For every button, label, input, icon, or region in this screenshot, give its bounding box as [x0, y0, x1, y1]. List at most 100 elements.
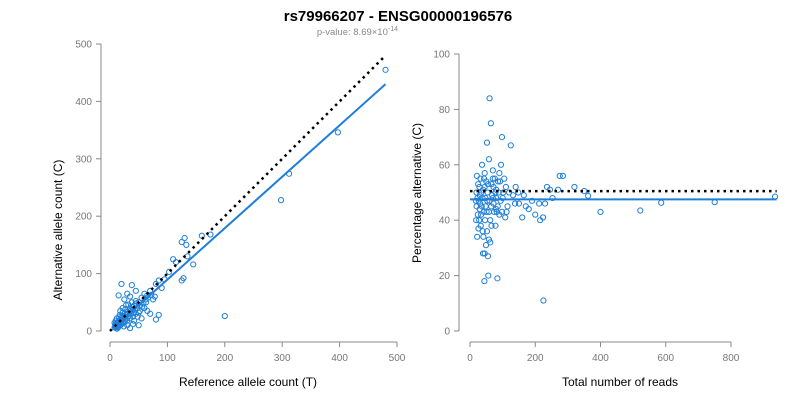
data-point [487, 217, 494, 224]
data-point [509, 192, 517, 199]
x-tick-label: 500 [389, 353, 406, 364]
x-tick-label: 200 [216, 353, 233, 364]
data-point [479, 228, 486, 235]
data-point [131, 317, 138, 324]
y-tick-label: 300 [75, 154, 92, 165]
data-point [472, 197, 479, 204]
data-point [481, 217, 489, 224]
data-point [155, 311, 162, 319]
data-point [496, 211, 503, 218]
data-point [334, 129, 341, 136]
data-point [571, 183, 578, 191]
reference-line [109, 54, 387, 332]
data-point [484, 253, 492, 260]
x-tick-label: 400 [331, 353, 348, 364]
data-point [515, 189, 522, 196]
y-tick-label: 100 [433, 50, 450, 61]
data-point [482, 203, 489, 210]
pvalue-prefix: p-value: 8.69×10 [317, 27, 388, 38]
data-point [172, 259, 180, 266]
data-point [496, 178, 504, 185]
x-tick-label: 200 [527, 353, 544, 364]
data-point [537, 217, 544, 224]
x-tick-label: 0 [467, 353, 473, 364]
x-tick-label: 400 [592, 353, 609, 364]
data-point [512, 183, 519, 191]
data-point [118, 280, 125, 288]
data-point [559, 172, 567, 179]
data-point [488, 222, 495, 229]
data-point [556, 172, 563, 179]
data-point [221, 312, 228, 320]
data-point [477, 211, 485, 218]
y-tick-label: 400 [75, 97, 92, 108]
pvalue-text: p-value: 8.69×10-14 [317, 26, 398, 38]
data-point [121, 296, 128, 303]
data-point [543, 183, 551, 191]
data-point [554, 186, 562, 193]
y-tick-label: 200 [75, 212, 92, 223]
data-point [536, 200, 543, 207]
data-point [183, 241, 190, 248]
data-point [485, 236, 493, 243]
y-axis-label: Alternative allele count (C) [51, 160, 65, 301]
data-point [473, 203, 480, 210]
x-tick-label: 800 [723, 353, 740, 364]
data-point [483, 139, 491, 146]
data-point [475, 225, 482, 232]
data-point [178, 238, 185, 246]
y-tick-label: 40 [439, 216, 451, 227]
x-tick-label: 300 [274, 353, 291, 364]
data-point [481, 170, 488, 177]
data-point [489, 167, 496, 174]
data-point [477, 175, 484, 182]
data-point [519, 214, 526, 221]
y-ticks: 0 100 200 300 400 500 [75, 40, 101, 338]
data-point [178, 277, 185, 284]
scatter-percentage-alternative: 0 20 40 60 80 100 0 200 400 600 800 Total number … [410, 50, 779, 389]
x-axis-label: Reference allele count (T) [179, 375, 317, 389]
data-point [482, 242, 490, 249]
x-ticks: 0 100 200 300 400 500 [107, 342, 406, 364]
y-tick-label: 0 [444, 327, 450, 338]
data-points [109, 54, 389, 332]
data-point [481, 278, 488, 285]
data-point [473, 172, 480, 179]
data-point [116, 314, 123, 321]
data-point [489, 192, 496, 199]
data-point [511, 200, 519, 207]
data-point [502, 214, 509, 221]
data-point [484, 189, 491, 196]
data-point [474, 233, 481, 240]
data-point [483, 228, 491, 235]
data-point [541, 200, 549, 207]
data-point [152, 316, 160, 323]
data-point [486, 95, 493, 102]
pvalue-exponent: -14 [388, 26, 398, 33]
x-ticks: 0 200 400 600 800 [467, 342, 740, 364]
data-point [540, 297, 547, 304]
data-point [494, 178, 502, 185]
data-point [482, 194, 489, 202]
data-point [528, 197, 536, 204]
data-point [485, 156, 493, 163]
data-point [485, 272, 492, 279]
data-points [470, 95, 779, 304]
data-point [475, 181, 482, 188]
data-point [152, 280, 160, 288]
data-point [503, 208, 510, 215]
data-point [498, 134, 506, 141]
data-point [166, 268, 173, 275]
y-axis-label: Percentage alternative (C) [410, 123, 424, 263]
x-tick-label: 600 [657, 353, 674, 364]
data-point [493, 206, 500, 213]
data-point [139, 303, 146, 310]
data-point [490, 183, 497, 191]
data-point [112, 317, 119, 324]
data-point [504, 203, 511, 210]
data-point [476, 217, 483, 224]
data-point [473, 217, 480, 224]
y-tick-label: 80 [439, 105, 451, 116]
data-point [151, 293, 158, 300]
